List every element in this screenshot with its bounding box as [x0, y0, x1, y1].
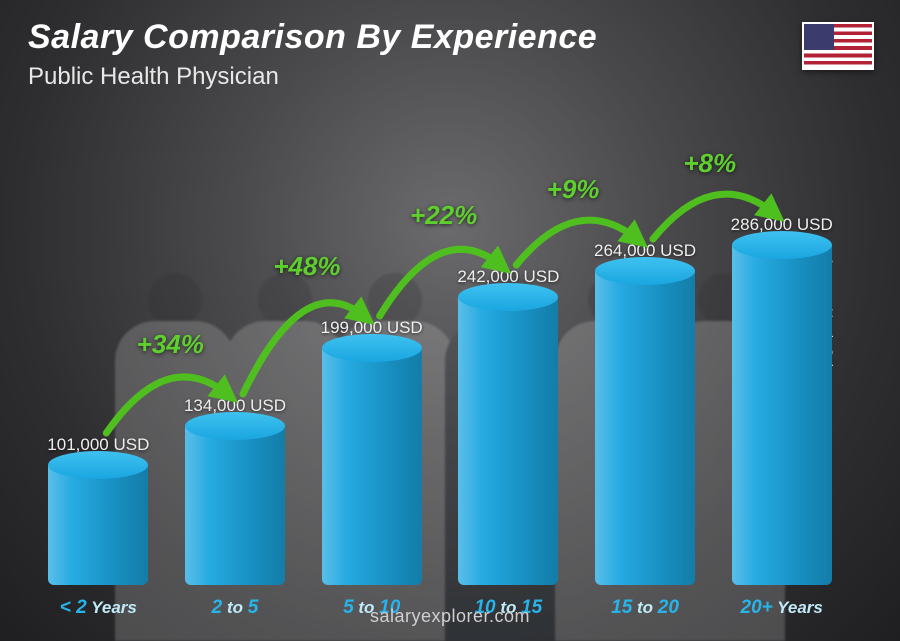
- bar-3: 242,000 USD10 to 15: [446, 267, 571, 585]
- page-subtitle: Public Health Physician: [28, 63, 597, 91]
- flag-us-icon: [802, 22, 874, 70]
- bar-5: 286,000 USD20+ Years: [719, 215, 844, 585]
- bar-0: 101,000 USD< 2 Years: [36, 435, 161, 585]
- page-title: Salary Comparison By Experience: [28, 18, 597, 57]
- bar-chart: 101,000 USD< 2 Years134,000 USD2 to 5199…: [30, 115, 850, 585]
- bar-shape: [48, 465, 148, 585]
- bar-shape: [732, 245, 832, 585]
- bar-shape: [458, 297, 558, 585]
- header: Salary Comparison By Experience Public H…: [28, 18, 597, 91]
- bar-1: 134,000 USD2 to 5: [173, 396, 298, 585]
- footer-credit: salaryexplorer.com: [0, 606, 900, 627]
- bar-shape: [185, 426, 285, 585]
- infographic-stage: Salary Comparison By Experience Public H…: [0, 0, 900, 641]
- bar-4: 264,000 USD15 to 20: [583, 241, 708, 585]
- bar-2: 199,000 USD5 to 10: [309, 318, 434, 585]
- bar-shape: [322, 348, 422, 585]
- bar-shape: [595, 271, 695, 585]
